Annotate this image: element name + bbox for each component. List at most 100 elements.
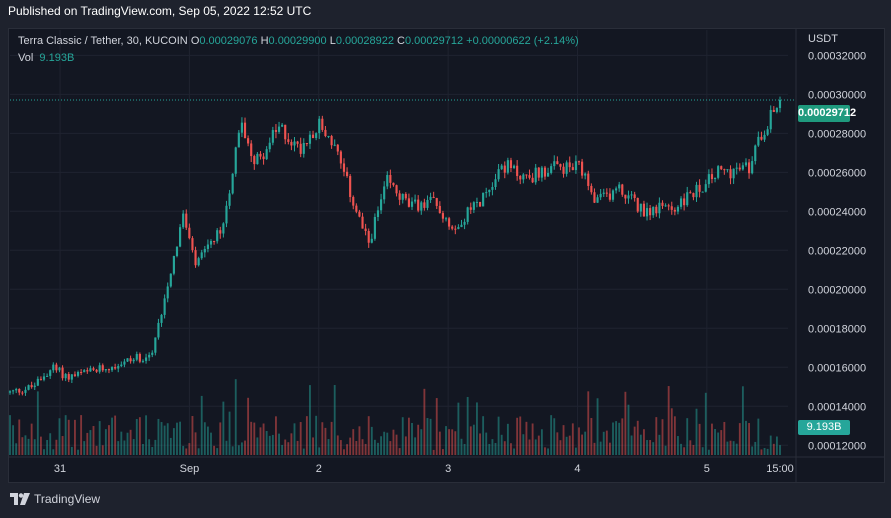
candle-body [698,184,701,192]
volume-bar [757,418,760,455]
volume-bar [599,441,602,455]
candle-body [556,161,559,165]
candle-body [655,206,658,214]
candle-body [704,184,707,192]
candle-body [243,122,247,139]
volume-bar [265,430,268,455]
volume-bar [55,439,58,455]
price-tick-label: 0.00026000 [808,167,866,179]
candle-body [76,372,80,376]
currency-label: USDT [808,33,838,45]
volume-bar [500,434,503,455]
volume-bar [346,444,348,455]
volume-bar [104,429,107,455]
candle-body [735,167,738,169]
volume-bar [172,428,175,455]
price-chart[interactable]: 0.00032000 0.00030000 0.00028000 0.00026000… [8,28,885,483]
candle-body [475,201,479,203]
volume-bar [649,440,652,455]
candle-body [58,367,61,371]
candle-body [503,165,506,173]
volume-bar [667,386,670,455]
candle-body [587,173,590,186]
candle-body [24,389,27,393]
volume-bar [299,422,302,455]
candle-body [256,153,259,165]
volume-bar [296,440,299,455]
candle-body [336,144,339,152]
volume-bar [692,444,695,455]
volume-bar [74,419,76,455]
candle-body [237,132,240,148]
candle-body [766,129,769,135]
volume-bar [559,440,562,455]
symbol-label[interactable]: Terra Classic / Tether, 30, KUCOIN [18,35,188,47]
price-tick-label: 0.00018000 [808,323,866,335]
candle-body [349,176,352,198]
candle-body [240,122,244,133]
candle-body [114,367,117,369]
time-tick-label: Sep [180,463,200,475]
candle-body [673,209,676,212]
candle-body [516,165,519,176]
candle-body [757,136,760,146]
candle-body [676,206,680,212]
volume-bar [98,421,101,455]
time-tick-label: 15:00 [766,463,794,475]
volume-bar [414,437,417,455]
candle-body [92,368,95,370]
candle-body [775,108,778,112]
candle-body [451,226,454,229]
candle-body [287,139,290,142]
volume-bar [519,416,522,455]
volume-bar [451,429,454,455]
candle-body [296,141,299,144]
volume-bar [701,447,704,455]
volume-bar [281,445,284,455]
candle-body [129,358,132,362]
candle-body [540,167,543,178]
candle-body [160,314,163,323]
volume-bar [584,431,587,455]
candle-body [546,172,550,177]
candle-body [522,174,525,180]
candle-body [482,192,485,207]
candle-body [593,192,596,203]
volume-bar [633,426,636,455]
candle-body [311,134,315,139]
volume-bar [46,439,49,455]
volume-bar [537,435,540,455]
volume-bar [516,417,519,455]
candle-body [8,391,12,393]
candle-body [571,167,574,171]
candle-body [225,205,228,224]
volume-bar [330,421,333,455]
candle-body [194,250,197,266]
time-tick-label: 2 [316,463,322,475]
candle-body [70,374,73,380]
candle-body [46,375,49,377]
volume-bar [398,448,401,455]
volume-bar [479,433,481,455]
tradingview-footer[interactable]: TradingView [10,492,100,506]
candle-body [695,184,698,198]
candle-body [330,136,333,146]
candle-body [185,213,188,228]
candle-body [438,205,441,214]
candle-body [686,192,689,206]
candle-body [519,175,522,180]
volume-bar [275,416,277,455]
candle-body [692,193,695,198]
candle-body [639,203,642,212]
volume-bar [460,438,463,455]
volume-bar [476,402,478,455]
volume-bar [64,415,67,455]
volume-bar [615,421,618,455]
candle-body [126,358,129,362]
candle-body [169,273,172,287]
candle-body [661,202,664,206]
volume-bar [123,440,126,455]
candle-body [460,224,463,228]
candle-body [747,162,751,174]
candle-body [726,169,729,171]
